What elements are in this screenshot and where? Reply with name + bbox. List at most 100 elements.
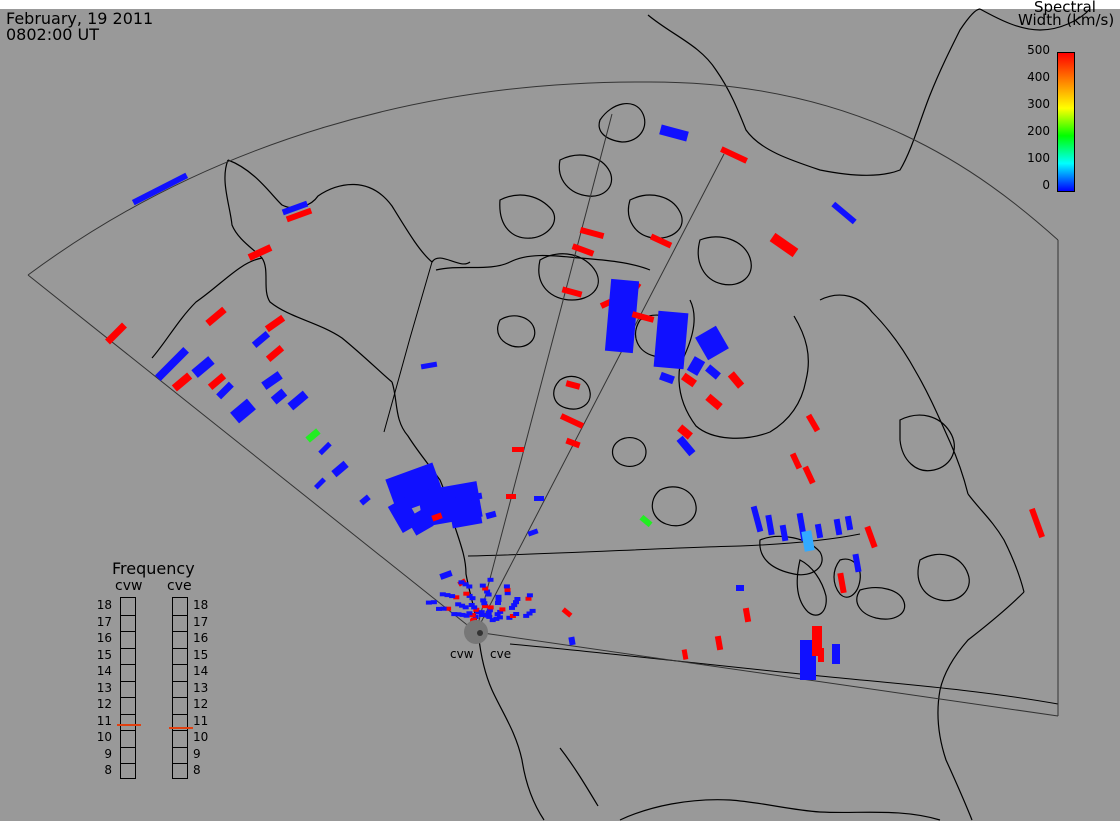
scatter-cell xyxy=(805,413,821,433)
scatter-cell xyxy=(487,577,494,582)
scatter-cell xyxy=(473,607,480,612)
frequency-tick: 12 xyxy=(96,697,112,711)
scatter-cell xyxy=(287,390,309,411)
scatter-cell xyxy=(511,603,518,608)
scatter-cell xyxy=(468,603,475,607)
scatter-cell xyxy=(844,515,854,531)
scatter-cell xyxy=(487,605,494,610)
ladder-rung xyxy=(121,746,135,748)
scatter-cell xyxy=(270,388,288,405)
scatter-cell xyxy=(191,356,215,378)
scatter-cell xyxy=(559,413,585,429)
scatter-cell xyxy=(489,618,496,623)
scatter-cell xyxy=(247,244,273,261)
scatter-cell xyxy=(736,585,744,591)
colorbar-tick: 300 xyxy=(1027,97,1050,111)
ladder-rung xyxy=(173,713,187,715)
frequency-title: Frequency xyxy=(112,559,195,578)
scatter-cell xyxy=(493,616,500,621)
scatter-cell xyxy=(833,518,843,536)
scatter-cell xyxy=(318,441,332,456)
scatter-cell xyxy=(331,460,349,478)
scatter-cell xyxy=(484,589,491,594)
scatter-cell xyxy=(506,615,513,620)
date-label: February, 19 2011 xyxy=(6,9,154,28)
scatter-cell xyxy=(561,607,573,618)
ladder-rung xyxy=(121,697,135,698)
scatter-cell xyxy=(565,380,581,390)
radar-sites xyxy=(464,620,488,644)
scatter-cell xyxy=(750,505,764,533)
scatter-cell xyxy=(466,584,473,589)
time-label: 0802:00 UT xyxy=(6,25,100,44)
scatter-cell xyxy=(529,608,536,613)
scatter-cell xyxy=(526,611,533,616)
ladder-rung xyxy=(173,631,187,632)
scatter-cell xyxy=(714,635,724,651)
frequency-tick: 16 xyxy=(96,631,112,645)
scatter-cell xyxy=(313,477,327,490)
scatter-cell xyxy=(653,310,689,370)
scatter-cell xyxy=(482,586,489,591)
scatter-cell xyxy=(486,614,493,619)
frequency-tick: 18 xyxy=(96,598,112,612)
scatter-cell xyxy=(504,587,511,592)
scatter-cell xyxy=(561,286,583,298)
scatter-cell xyxy=(579,226,605,240)
scatter-cell xyxy=(261,371,283,390)
scatter-cell xyxy=(504,591,511,596)
scatter-cell xyxy=(495,598,502,602)
scatter-cell xyxy=(265,345,285,362)
coastlines xyxy=(151,8,1091,821)
frequency-tick: 18 xyxy=(193,598,209,612)
scatter-cell xyxy=(503,584,510,589)
scatter-cell xyxy=(742,607,752,623)
scatter-cell xyxy=(604,278,640,354)
ladder-rung xyxy=(173,746,187,748)
ladder-rung xyxy=(173,664,187,665)
scatter-cell xyxy=(677,424,693,440)
radar-site-label-cvw: cvw xyxy=(450,647,474,661)
scatter-cell xyxy=(497,609,504,614)
scatter-cell xyxy=(466,611,473,616)
frequency-tick: 8 xyxy=(193,763,201,777)
ladder-rung xyxy=(173,697,187,698)
colorbar-tick: 400 xyxy=(1027,70,1050,84)
colorbar-tick: 200 xyxy=(1027,124,1050,138)
scatter-cell xyxy=(659,124,689,142)
scatter-cell xyxy=(359,494,371,506)
scatter-cell xyxy=(436,606,442,611)
scatter-cell xyxy=(439,570,453,580)
scatter-cell xyxy=(431,512,443,522)
frequency-ladder xyxy=(172,597,188,779)
scatter-cell xyxy=(496,615,503,620)
scatter-cell xyxy=(1029,507,1045,539)
scatter-cell xyxy=(466,593,473,598)
scatter-cell xyxy=(705,393,723,411)
scatter-cell xyxy=(281,200,309,216)
scatter-cell xyxy=(444,593,451,598)
scatter-cell xyxy=(676,435,696,457)
scatter-cell xyxy=(251,331,271,348)
scatter-cell xyxy=(526,593,533,598)
scatter-cell xyxy=(705,364,721,380)
scatter-cell xyxy=(485,592,492,597)
scatter-cell xyxy=(727,371,745,389)
scatter-cell xyxy=(451,612,458,617)
scatter-cell xyxy=(631,311,655,323)
scatter-cell xyxy=(475,610,482,615)
radar-site-label-cve: cve xyxy=(490,647,512,661)
scatter-cell xyxy=(171,372,193,392)
frequency-ladder xyxy=(120,597,136,779)
radar-cvw-label: cvw xyxy=(115,578,143,594)
scatter-cell xyxy=(494,612,501,617)
scatter-cell xyxy=(455,612,462,617)
colorbar-title-1: Spectral xyxy=(1034,0,1096,16)
frequency-tick: 14 xyxy=(96,664,112,678)
scatter-cell xyxy=(479,613,485,617)
scatter-cell xyxy=(814,523,824,539)
scatter-cell xyxy=(406,508,434,536)
colorbar-tick: 100 xyxy=(1027,151,1050,165)
